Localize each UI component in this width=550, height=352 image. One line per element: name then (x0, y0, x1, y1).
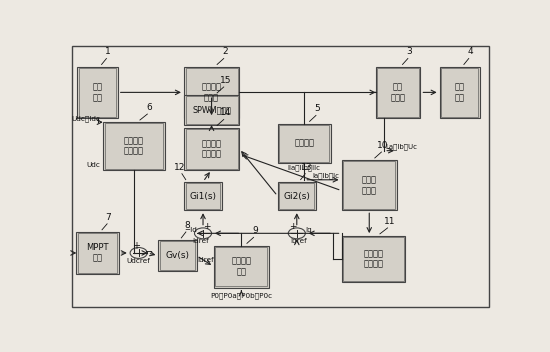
Text: 光伏
模板: 光伏 模板 (92, 83, 102, 102)
Text: 2: 2 (223, 47, 228, 56)
Bar (185, 68, 238, 117)
Text: Idref: Idref (192, 238, 209, 244)
Text: 信号检
测单元: 信号检 测单元 (362, 176, 377, 195)
Bar (184, 67, 239, 118)
Text: −Id: −Id (184, 227, 197, 233)
Text: 第二信号
处理单元: 第二信号 处理单元 (201, 139, 222, 158)
Text: SPWM发生器: SPWM发生器 (192, 106, 231, 114)
Bar (185, 183, 221, 209)
Text: P0、P0a、P0b、P0c: P0、P0a、P0b、P0c (210, 293, 272, 299)
Bar (216, 247, 267, 287)
Text: Udc、Idc: Udc、Idc (72, 116, 101, 122)
Text: +: + (289, 222, 296, 231)
Text: Udc: Udc (87, 162, 101, 168)
Text: 9: 9 (252, 226, 258, 235)
Bar (158, 240, 197, 271)
Text: 4: 4 (467, 47, 473, 56)
Text: Udcref: Udcref (127, 258, 151, 264)
Text: 三相负载: 三相负载 (294, 139, 314, 148)
Text: 10: 10 (377, 141, 389, 150)
Bar (278, 124, 331, 163)
Text: IIa、IIb、IIc: IIa、IIb、IIc (288, 164, 321, 171)
Text: 1: 1 (104, 47, 111, 56)
Bar (185, 129, 238, 169)
Text: 6: 6 (146, 103, 152, 112)
Bar (279, 183, 314, 209)
Text: Iq: Iq (305, 227, 312, 233)
Text: 11: 11 (384, 217, 395, 226)
Text: 三相逆变
主电路: 三相逆变 主电路 (201, 83, 222, 102)
Text: 7: 7 (106, 213, 111, 222)
Bar (79, 68, 116, 117)
Text: Ia、Ib、Ic: Ia、Ib、Ic (312, 172, 339, 179)
Text: 3: 3 (406, 47, 412, 56)
Bar (377, 68, 419, 117)
Text: −: − (145, 247, 153, 257)
Bar (184, 182, 222, 210)
Text: Idref: Idref (197, 257, 213, 263)
Text: 15: 15 (219, 76, 231, 85)
Bar (279, 125, 329, 162)
Text: +: + (204, 222, 211, 231)
Text: Iqref: Iqref (290, 238, 307, 244)
Bar (104, 123, 163, 169)
Text: 12: 12 (174, 163, 186, 171)
Bar (342, 236, 405, 282)
Bar (77, 67, 118, 118)
Text: Gi2(s): Gi2(s) (283, 191, 310, 201)
Text: 防逆控制
单元: 防逆控制 单元 (232, 257, 251, 276)
Bar (184, 128, 239, 170)
Bar (342, 160, 397, 210)
Bar (439, 67, 480, 118)
Bar (185, 96, 238, 124)
Text: 5: 5 (315, 104, 321, 113)
Bar (278, 182, 316, 210)
Bar (76, 232, 119, 274)
Bar (160, 241, 195, 270)
Text: 13: 13 (301, 163, 312, 171)
Text: 14: 14 (219, 108, 231, 117)
Text: 三相
市电: 三相 市电 (455, 83, 465, 102)
Bar (441, 68, 478, 117)
Text: La、Ib、Uc: La、Ib、Uc (385, 144, 417, 150)
Text: MPPT
单元: MPPT 单元 (86, 243, 109, 263)
Text: Gi1(s): Gi1(s) (190, 191, 217, 201)
Bar (184, 95, 239, 125)
Text: 光伏输入
检测单元: 光伏输入 检测单元 (124, 136, 144, 156)
Bar (376, 67, 420, 118)
Bar (103, 122, 164, 170)
Text: +: + (133, 241, 140, 251)
Text: 8: 8 (184, 221, 190, 230)
Bar (343, 161, 395, 209)
Bar (213, 246, 269, 288)
Text: Gv(s): Gv(s) (166, 251, 189, 260)
Text: 第一信号
处理单元: 第一信号 处理单元 (364, 249, 383, 269)
Bar (343, 237, 404, 281)
Text: 隔离
变压器: 隔离 变压器 (390, 83, 405, 102)
Bar (78, 233, 117, 273)
